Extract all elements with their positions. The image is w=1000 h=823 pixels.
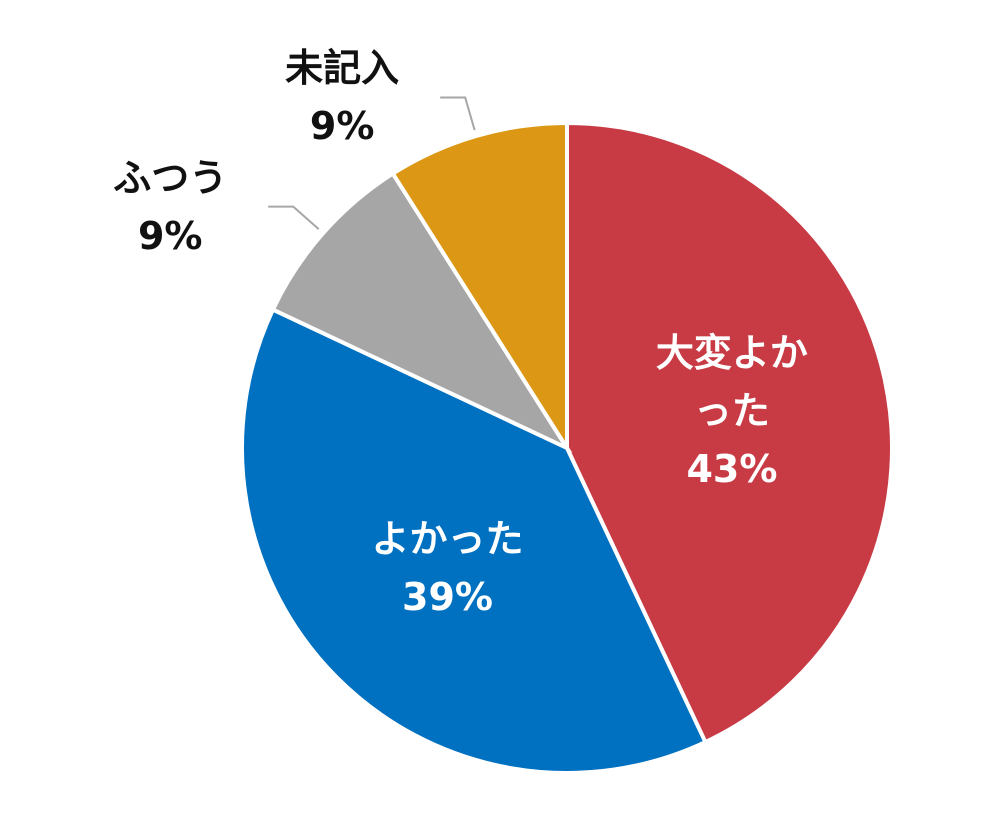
category-label: よかった <box>371 516 524 561</box>
leader-line <box>268 205 320 230</box>
slice-label: よかった 39% <box>367 510 527 626</box>
pie-slice <box>240 306 709 775</box>
pie-slice <box>390 120 569 455</box>
percent-label: 9% <box>137 213 203 258</box>
pie-slice <box>270 170 573 453</box>
category-label: 大変よかった <box>655 331 808 434</box>
category-label: ふつう <box>113 155 228 200</box>
slice-label: ふつう 9% <box>80 149 260 265</box>
percent-label: 39% <box>402 574 493 619</box>
slice-label: 未記入 9% <box>252 39 432 155</box>
percent-label: 9% <box>309 104 375 149</box>
category-label: 未記入 <box>285 46 400 91</box>
slice-label: 大変よかった 43% <box>652 324 812 498</box>
percent-label: 43% <box>686 447 778 492</box>
pie-slice <box>565 120 894 745</box>
leader-line <box>440 96 476 131</box>
